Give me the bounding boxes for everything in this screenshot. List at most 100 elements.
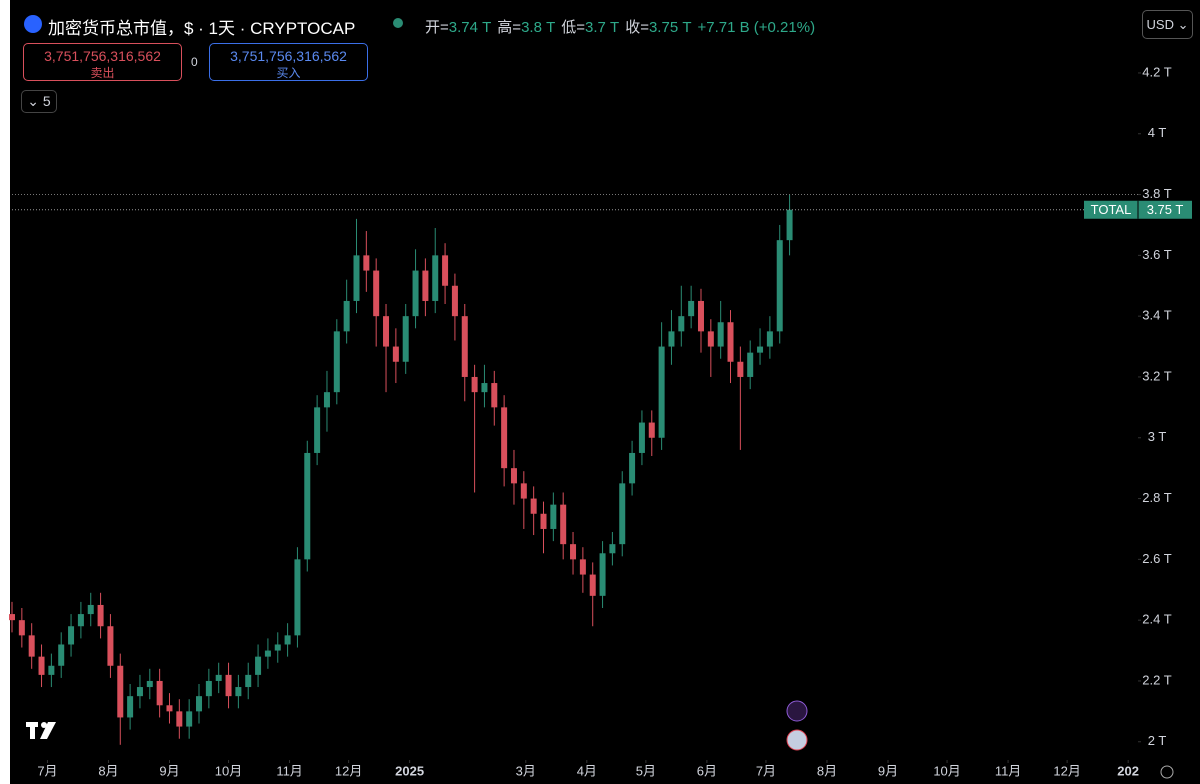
market-status[interactable] (393, 18, 403, 28)
candle-body (373, 270, 380, 317)
candle-body (668, 331, 675, 347)
x-tick-label: 8月 (98, 763, 118, 778)
candle-body (697, 300, 704, 332)
candle-body (323, 392, 330, 408)
price-change: +7.71 B (+0.21%) (697, 19, 816, 36)
candle-body (491, 383, 498, 408)
candle-body (255, 656, 262, 675)
candle-body (205, 680, 212, 697)
candle-body (77, 614, 84, 627)
y-tick-label: 3.4 T (1142, 308, 1171, 323)
y-tick-label: 3.8 T (1142, 186, 1171, 201)
candle-body (136, 687, 143, 697)
x-tick-label: 4月 (577, 763, 597, 778)
sell-price: 3,751,756,316,562 (44, 48, 161, 64)
candle-body (550, 504, 557, 529)
candle-body (176, 711, 183, 727)
candle-body (68, 626, 75, 645)
candle-body (619, 483, 626, 545)
candle-body (481, 383, 488, 393)
candle-body (678, 316, 685, 332)
candle-body (579, 559, 586, 575)
event-icon[interactable] (786, 700, 808, 722)
ohlc-value: 3.8 T (521, 19, 556, 36)
candle-body (757, 346, 764, 353)
candle-body (225, 674, 232, 697)
candle-body (245, 674, 252, 688)
x-tick-label: 8月 (817, 763, 837, 778)
candle-body (343, 300, 350, 332)
y-tick-label: 3 T (1148, 429, 1167, 444)
y-tick-label: 2.4 T (1142, 612, 1171, 627)
symbol-logo (24, 15, 42, 33)
indicator-count: 5 (42, 93, 51, 109)
symbol-title: 加密货币总市值，$ · 1天 · CRYPTOCAP (48, 19, 356, 38)
candle-body (530, 498, 537, 514)
ohlc-label: 低= (561, 19, 586, 36)
settings-icon[interactable] (1160, 765, 1174, 779)
candle-body (87, 604, 94, 615)
candle-body (304, 452, 311, 560)
candle-body (235, 687, 242, 697)
indicator-toggle[interactable]: ⌄ 5 (21, 90, 57, 113)
x-tick-label: 10月 (933, 763, 960, 778)
candle-body (146, 680, 153, 688)
candle-body (442, 255, 449, 286)
x-tick-label: 10月 (215, 763, 242, 778)
x-tick-label: 3月 (516, 763, 536, 778)
country-icon[interactable] (786, 729, 808, 751)
candle-body (284, 635, 291, 645)
candle-body (166, 705, 173, 712)
sell-label: 卖出 (90, 66, 115, 80)
buy-price: 3,751,756,316,562 (230, 48, 347, 64)
y-tick-label: 4 T (1148, 125, 1167, 140)
candle-body (422, 270, 429, 301)
currency-select[interactable]: USD ⌄ (1142, 10, 1193, 39)
candle-body (28, 635, 35, 657)
buy-label: 买入 (276, 66, 301, 80)
ohlc-legend: 开=3.74 T 高=3.8 T 低=3.7 T 收=3.75 T +7.71 B (+… (425, 16, 815, 37)
candle-body (127, 696, 134, 718)
candle-body (215, 674, 222, 681)
candle-body (560, 504, 567, 545)
candle-body (461, 316, 468, 377)
candle-body (688, 300, 695, 317)
candle-body (727, 322, 734, 362)
candle-body (589, 574, 596, 596)
candle-body (737, 361, 744, 377)
candle-body (609, 544, 616, 554)
candle-body (383, 316, 390, 347)
sell-button[interactable]: 3,751,756,316,562 卖出 (23, 43, 182, 81)
x-tick-label: 202 (1117, 763, 1139, 778)
ohlc-value: 3.75 T (648, 19, 692, 36)
ohlc-label: 高= (497, 19, 522, 36)
background (10, 0, 1200, 784)
ohlc-label: 收= (625, 19, 649, 36)
y-tick-label: 2.6 T (1142, 551, 1171, 566)
ohlc-value: 3.7 T (585, 19, 620, 36)
candle-body (707, 331, 714, 347)
candle-body (412, 270, 419, 317)
candle-body (392, 346, 399, 362)
x-tick-label: 2025 (395, 763, 424, 778)
candle-body (747, 352, 754, 377)
candle-body (264, 650, 271, 657)
x-tick-label: 12月 (335, 763, 362, 778)
x-tick-label: 7月 (756, 763, 776, 778)
candle-body (648, 422, 655, 438)
x-tick-label: 5月 (636, 763, 656, 778)
candle-body (97, 604, 104, 627)
buy-button[interactable]: 3,751,756,316,562 买入 (209, 43, 368, 81)
candle-body (520, 483, 527, 499)
candle-body (274, 644, 281, 651)
candle-body (333, 331, 340, 393)
candle-body (38, 656, 45, 675)
candle-body (48, 665, 55, 675)
candle-body (18, 620, 25, 636)
x-tick-label: 12月 (1053, 763, 1080, 778)
candle-body (510, 468, 517, 484)
x-tick-label: 6月 (697, 763, 717, 778)
candle-body (353, 255, 360, 301)
